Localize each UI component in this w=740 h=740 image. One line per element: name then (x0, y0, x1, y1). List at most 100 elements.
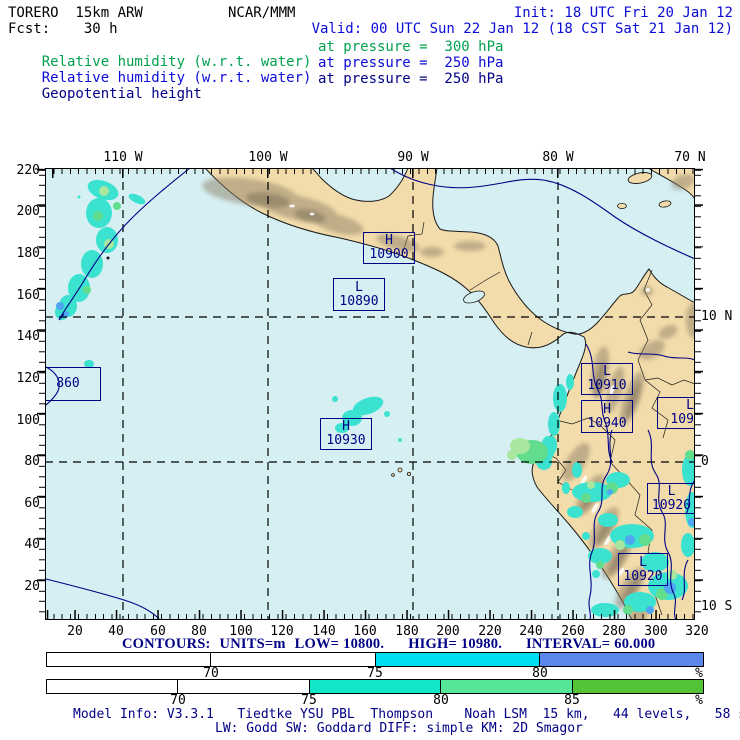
field-row-rh300: Relative humidity (w.r.t. water) at pres… (8, 40, 728, 100)
extremum-kind: H (385, 233, 393, 248)
island-galapagos (391, 473, 395, 477)
extremum-kind: L (686, 398, 694, 413)
weather-map-canvas (45, 168, 695, 620)
bottom-axis-label: 200 (436, 624, 460, 639)
island-galapagos (397, 467, 403, 473)
left-axis-label: 160 (16, 288, 40, 303)
center-name: NCAR/MMM (228, 5, 296, 21)
bottom-axis-label: 140 (312, 624, 336, 639)
contour-low-label: LOW= (294, 636, 340, 652)
model-info-line2: LW: Godd SW: Goddard DIFF: simple KM: 2D… (215, 721, 583, 736)
extremum-box-low: L 10890 (333, 278, 385, 311)
latlon-grid (45, 168, 695, 620)
bottom-axis-label: 20 (67, 624, 83, 639)
top-axis-label: 70 N (674, 150, 706, 165)
model-title: TORERO 15km ARW (8, 5, 143, 21)
extremum-box-low: L 10920 (647, 483, 695, 514)
extremum-value: 10940 (587, 415, 627, 431)
extremum-kind: L (667, 483, 676, 499)
island-jamaica (617, 202, 627, 209)
colorbar-rh250 (46, 652, 704, 667)
model-info-line1: Model Info: V3.3.1 Tiedtke YSU PBL Thomp… (73, 707, 740, 722)
contour-info-line: CONTOURS: UNITS=m LOW= 10800. HIGH= 10980. INT… (122, 636, 664, 653)
colorbar-segment (374, 653, 539, 666)
bottom-axis-label: 100 (229, 624, 253, 639)
left-axis-label: 180 (16, 246, 40, 261)
extremum-kind: L (603, 364, 611, 379)
left-axis-label: 220 (16, 163, 40, 178)
island-galapagos (406, 471, 411, 476)
colorbar-tick: 75 (301, 693, 317, 708)
extremum-value: 10900 (369, 247, 409, 262)
left-axis-label: 100 (16, 413, 40, 428)
left-axis-label: 120 (16, 371, 40, 386)
bottom-axis-label: 220 (478, 624, 502, 639)
field-name: Relative humidity (w.r.t. water) (41, 70, 312, 86)
lake-nicaragua (463, 290, 485, 304)
extremum-box-high: H 10940 (581, 400, 633, 433)
left-axis-label: 60 (24, 496, 40, 511)
contour-low-value: 10800. (343, 636, 385, 652)
top-axis-label: 100 W (248, 150, 288, 165)
contour-interval-value: 60.000 (614, 636, 656, 652)
colorbar-segment (308, 680, 441, 693)
fcst-hour: Fcst: 30 h (8, 21, 118, 37)
field-level: at pressure = 300 hPa (318, 39, 504, 55)
extremum-value: 10920 (623, 568, 663, 584)
rh-green-patches (83, 186, 695, 615)
bottom-axis-label: 280 (602, 624, 626, 639)
extremum-box-high: H 10900 (363, 232, 415, 264)
colorbar-tick: 85 (564, 693, 580, 708)
field-name: Geopotential height (41, 86, 202, 102)
colorbar-segment (47, 653, 211, 666)
extremum-value: 10890 (339, 293, 379, 309)
bottom-axis-label: 80 (191, 624, 207, 639)
extremum-box-low: L 10920 (618, 553, 668, 586)
left-axis-label: 140 (16, 329, 40, 344)
colorbar-tick: 70 (203, 666, 219, 681)
colorbar-segment (47, 680, 178, 693)
field-row-geoheight: Geopotential height at pressure = 250 hP… (8, 72, 728, 132)
island-socorro (106, 256, 110, 260)
contour-label-value: 860 (56, 376, 80, 391)
right-axis-label: 10 S (701, 599, 733, 614)
right-axis-label: 0 (701, 454, 709, 469)
bottom-axis-label: 240 (519, 624, 543, 639)
field-name: Relative humidity (w.r.t. water) (41, 54, 312, 70)
left-major-ticks (37, 168, 45, 620)
left-axis-label: 80 (24, 454, 40, 469)
colorbar-segment (177, 680, 309, 693)
right-axis-label: 10 N (701, 309, 733, 324)
contour-info-units: UNITS=m (219, 636, 286, 652)
colorbar-segment (538, 653, 703, 666)
extremum-kind: H (603, 401, 611, 417)
extremum-kind: L (355, 279, 363, 295)
bottom-axis-label: 160 (353, 624, 377, 639)
colorbar-segment (210, 653, 375, 666)
extremum-kind: L (639, 554, 647, 570)
colorbar-tick: 70 (170, 693, 186, 708)
bottom-axis-label: 180 (395, 624, 419, 639)
left-axis-label: 20 (24, 579, 40, 594)
extremum-value: 10930 (326, 433, 366, 448)
colorbar-unit: % (695, 693, 703, 708)
bottom-axis-label: 320 (685, 624, 709, 639)
contour-label-box: 860 (45, 367, 101, 401)
extremum-value: 10920 (670, 412, 695, 427)
bottom-axis-label: 60 (150, 624, 166, 639)
colorbar-tick: 80 (433, 693, 449, 708)
right-major-ticks (695, 168, 703, 620)
bottom-axis-label: 120 (270, 624, 294, 639)
extremum-box-low-clipped: L 10920 (657, 397, 695, 429)
left-axis-label: 40 (24, 537, 40, 552)
left-axis-label: 200 (16, 204, 40, 219)
colorbar-rh300 (46, 679, 704, 694)
extremum-value: 10920 (651, 497, 692, 513)
extremum-box-high: H 10930 (320, 418, 372, 450)
top-axis-label: 80 W (542, 150, 574, 165)
colorbar-segment (571, 680, 704, 693)
bottom-axis-label: 300 (644, 624, 668, 639)
bottom-axis-label: 260 (561, 624, 585, 639)
map-plot: H 10900 L 10890 H 10930 L 10910 H 10940 … (45, 168, 695, 620)
field-level: at pressure = 250 hPa (318, 71, 504, 87)
